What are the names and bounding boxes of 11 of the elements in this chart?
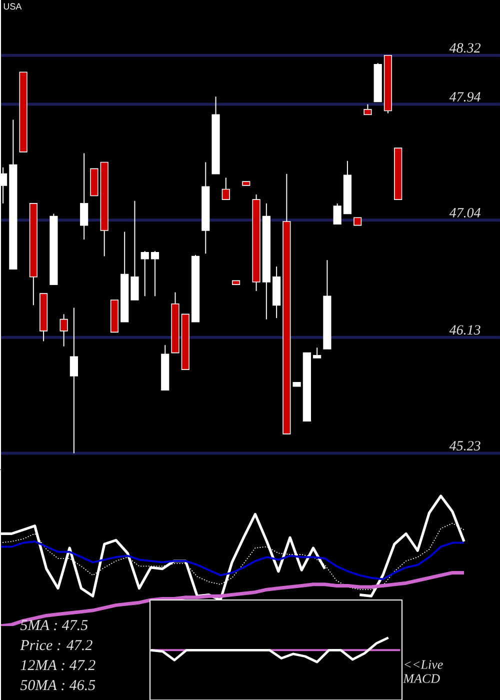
y-tick-label: 47.94	[449, 92, 480, 102]
y-tick-label: 45.23	[449, 441, 480, 451]
y-tick-label: 48.32	[449, 43, 481, 53]
text: 12MA : 47.2	[20, 660, 96, 670]
text: Price : 47.2	[20, 640, 92, 650]
chart-title: USA	[4, 3, 22, 10]
text: <<Live MACD	[403, 660, 443, 683]
y-tick-label: 47.04	[449, 208, 480, 218]
annotation: 5MA : 47.5	[20, 620, 88, 630]
text: 50MA : 46.5	[20, 680, 96, 690]
y-tick-label: 46.13	[449, 325, 480, 335]
